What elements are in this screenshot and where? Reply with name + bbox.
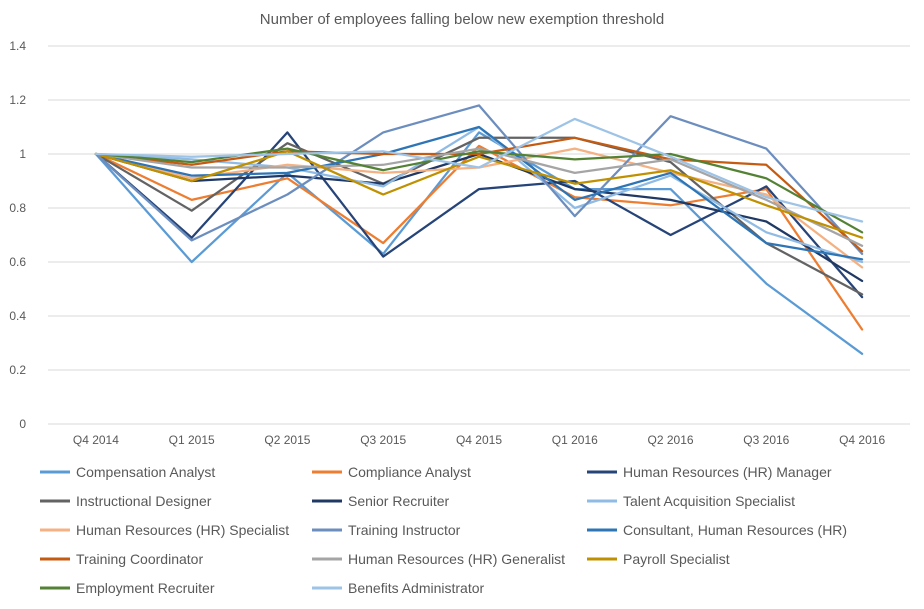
y-tick-label: 1.4 <box>9 39 26 53</box>
y-axis-ticks: 0 0.2 0.4 0.6 0.8 1 1.2 1.4 <box>9 39 26 431</box>
series-line <box>94 136 864 253</box>
y-tick-label: 0.4 <box>9 309 26 323</box>
legend-label: Consultant, Human Resources (HR) <box>623 522 847 538</box>
legend-item: Compensation Analyst <box>40 464 215 480</box>
series-line <box>94 131 864 299</box>
legend-item: Payroll Specialist <box>587 551 730 567</box>
x-tick-label: Q3 2015 <box>360 433 406 447</box>
legend-label: Training Coordinator <box>76 551 203 567</box>
x-tick-label: Q2 2015 <box>264 433 310 447</box>
legend-label: Senior Recruiter <box>348 493 449 509</box>
legend-label: Compliance Analyst <box>348 464 471 480</box>
legend-item: Training Instructor <box>312 522 461 538</box>
series-line <box>94 117 864 223</box>
y-tick-label: 0.2 <box>9 363 26 377</box>
gridlines <box>48 45 910 425</box>
x-tick-label: Q4 2015 <box>456 433 502 447</box>
series-line <box>94 104 864 256</box>
legend-item: Employment Recruiter <box>40 580 215 596</box>
legend-label: Payroll Specialist <box>623 551 730 567</box>
series-line <box>94 147 864 247</box>
legend-label: Benefits Administrator <box>348 580 485 596</box>
series-line <box>94 150 864 239</box>
x-tick-label: Q4 2014 <box>73 433 119 447</box>
legend-item: Benefits Administrator <box>312 580 485 596</box>
legend-label: Compensation Analyst <box>76 464 215 480</box>
series-line <box>94 131 864 355</box>
y-tick-label: 0 <box>19 417 26 431</box>
legend-item: Senior Recruiter <box>312 493 449 509</box>
x-tick-label: Q1 2016 <box>552 433 598 447</box>
legend-item: Training Coordinator <box>40 551 203 567</box>
legend-item: Instructional Designer <box>40 493 212 509</box>
legend-label: Human Resources (HR) Specialist <box>76 522 289 538</box>
legend-label: Human Resources (HR) Manager <box>623 464 832 480</box>
legend-item: Talent Acquisition Specialist <box>587 493 795 509</box>
legend-item: Compliance Analyst <box>312 464 471 480</box>
x-tick-label: Q3 2016 <box>743 433 789 447</box>
chart-title: Number of employees falling below new ex… <box>260 11 664 28</box>
legend-label: Training Instructor <box>348 522 461 538</box>
legend-item: Human Resources (HR) Generalist <box>312 551 565 567</box>
legend-label: Instructional Designer <box>76 493 212 509</box>
legend-item: Human Resources (HR) Manager <box>587 464 832 480</box>
y-tick-label: 0.6 <box>9 255 26 269</box>
series-line <box>94 147 864 234</box>
legend-item: Consultant, Human Resources (HR) <box>587 522 847 538</box>
x-tick-label: Q1 2015 <box>169 433 215 447</box>
x-tick-label: Q2 2016 <box>648 433 694 447</box>
x-tick-label: Q4 2016 <box>839 433 885 447</box>
y-tick-label: 0.8 <box>9 201 26 215</box>
y-tick-label: 1 <box>19 147 26 161</box>
x-axis-ticks: Q4 2014 Q1 2015 Q2 2015 Q3 2015 Q4 2015 Q1 20… <box>73 433 886 447</box>
legend-item: Human Resources (HR) Specialist <box>40 522 289 538</box>
y-tick-label: 1.2 <box>9 93 26 107</box>
legend-label: Talent Acquisition Specialist <box>623 493 795 509</box>
legend-label: Employment Recruiter <box>76 580 215 596</box>
series-line <box>94 136 864 296</box>
legend-label: Human Resources (HR) Generalist <box>348 551 565 567</box>
series-line <box>94 125 864 261</box>
legend: Compensation Analyst Compliance Analyst Hu… <box>40 464 847 596</box>
series-lines <box>94 104 864 355</box>
